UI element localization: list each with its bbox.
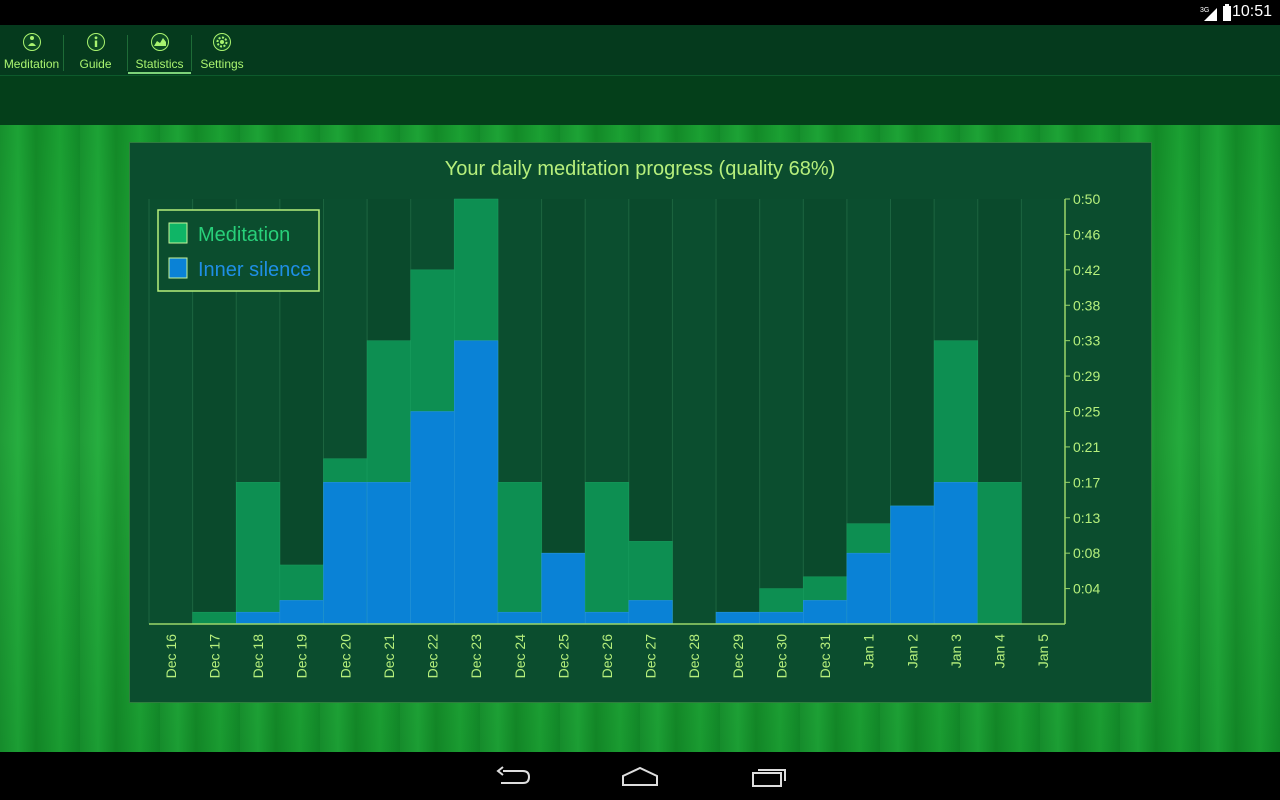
- x-tick-label: Dec 27: [643, 634, 659, 679]
- bar-meditation: [497, 482, 542, 625]
- bar-inner-silence: [803, 600, 848, 625]
- tab-divider: [191, 35, 192, 71]
- status-bar: 3G 10:51: [0, 0, 1280, 25]
- tab-label: Statistics: [135, 57, 184, 71]
- tab-guide[interactable]: Guide: [64, 25, 127, 74]
- column-background: [759, 199, 804, 624]
- y-tick-label: 0:42: [1073, 262, 1100, 278]
- y-tick-label: 0:13: [1073, 510, 1100, 526]
- bar-inner-silence: [410, 411, 455, 625]
- statistics-icon: [150, 33, 169, 51]
- tab-label: Meditation: [3, 57, 60, 71]
- recent-apps-icon[interactable]: [750, 764, 790, 788]
- tab-label: Guide: [79, 57, 112, 71]
- x-tick-label: Jan 5: [1035, 634, 1051, 668]
- bar-inner-silence: [584, 611, 630, 625]
- signal-strength-icon: 3G: [1200, 7, 1217, 21]
- tab-statistics[interactable]: Statistics: [128, 25, 191, 74]
- x-tick-label: Dec 30: [773, 634, 789, 679]
- info-icon: [86, 33, 105, 51]
- chart-title: Your daily meditation progress (quality …: [445, 158, 836, 180]
- battery-icon: [1223, 4, 1231, 21]
- meditation-chart: Your daily meditation progress (quality …: [148, 158, 1100, 679]
- x-tick-label: Dec 19: [294, 634, 310, 679]
- bar-inner-silence: [235, 611, 281, 625]
- x-tick-label: Dec 17: [206, 634, 222, 679]
- bar-inner-silence: [715, 611, 760, 625]
- x-tick-label: Jan 4: [992, 634, 1008, 668]
- x-tick-label: Dec 24: [512, 634, 528, 679]
- meditation-figure-icon: [22, 33, 41, 51]
- x-tick-label: Jan 2: [904, 634, 920, 668]
- x-tick-label: Dec 25: [555, 634, 571, 679]
- tab-divider: [127, 35, 128, 71]
- bar-inner-silence: [497, 611, 542, 625]
- legend-label-meditation: Meditation: [198, 224, 290, 246]
- navigation-bar: [0, 752, 1280, 800]
- bar-inner-silence: [366, 482, 411, 625]
- x-tick-label: Dec 18: [250, 634, 266, 679]
- statistics-chart-panel: Your daily meditation progress (quality …: [129, 142, 1152, 703]
- x-tick-label: Dec 22: [425, 634, 441, 679]
- tab-bar: Meditation Guide Statistics Settings: [0, 25, 1280, 76]
- column-background: [716, 199, 760, 624]
- y-tick-label: 0:46: [1073, 226, 1100, 242]
- x-tick-label: Dec 16: [163, 634, 179, 679]
- y-tick-label: 0:29: [1073, 368, 1100, 384]
- bar-inner-silence: [933, 482, 979, 625]
- tab-divider: [63, 35, 64, 71]
- tab-meditation[interactable]: Meditation: [0, 25, 63, 74]
- x-tick-label: Jan 1: [861, 634, 877, 668]
- y-tick-label: 0:25: [1073, 404, 1100, 420]
- y-tick-label: 0:33: [1073, 333, 1100, 349]
- bar-meditation: [192, 611, 237, 625]
- y-tick-label: 0:17: [1073, 474, 1100, 490]
- column-background: [672, 199, 717, 624]
- column-background: [1021, 199, 1065, 624]
- x-tick-label: Dec 28: [686, 634, 702, 679]
- x-tick-label: Dec 29: [730, 634, 746, 679]
- y-tick-label: 0:50: [1073, 191, 1100, 207]
- column-background: [803, 199, 847, 624]
- x-tick-label: Dec 20: [337, 634, 353, 679]
- bar-inner-silence: [323, 482, 368, 625]
- y-tick-label: 0:21: [1073, 439, 1100, 455]
- x-tick-label: Jan 3: [948, 634, 964, 668]
- bar-inner-silence: [279, 600, 324, 625]
- x-tick-label: Dec 31: [817, 634, 833, 679]
- y-tick-label: 0:08: [1073, 545, 1100, 561]
- bar-inner-silence: [890, 505, 935, 625]
- tab-settings[interactable]: Settings: [192, 25, 252, 74]
- bar-inner-silence: [846, 552, 891, 625]
- bar-inner-silence: [628, 600, 673, 625]
- y-tick-label: 0:04: [1073, 581, 1100, 597]
- back-icon[interactable]: [493, 764, 533, 788]
- x-tick-label: Dec 23: [468, 634, 484, 679]
- bar-meditation: [235, 482, 281, 625]
- bar-inner-silence: [454, 340, 499, 625]
- home-icon[interactable]: [620, 764, 660, 788]
- bar-inner-silence: [759, 611, 804, 625]
- bar-meditation: [977, 482, 1022, 625]
- network-type: 3G: [1200, 7, 1209, 14]
- bar-meditation: [584, 482, 630, 625]
- x-tick-label: Dec 26: [599, 634, 615, 679]
- gear-icon: [213, 33, 231, 51]
- tab-label: Settings: [200, 57, 244, 71]
- legend-swatch-meditation: [168, 222, 188, 244]
- sub-header-bar: [0, 76, 1280, 125]
- legend-label-inner-silence: Inner silence: [198, 259, 311, 281]
- legend-swatch-inner-silence: [168, 257, 188, 279]
- clock: 10:51: [1231, 3, 1272, 20]
- bar-inner-silence: [541, 552, 586, 625]
- y-tick-label: 0:38: [1073, 297, 1100, 313]
- x-tick-label: Dec 21: [381, 634, 397, 679]
